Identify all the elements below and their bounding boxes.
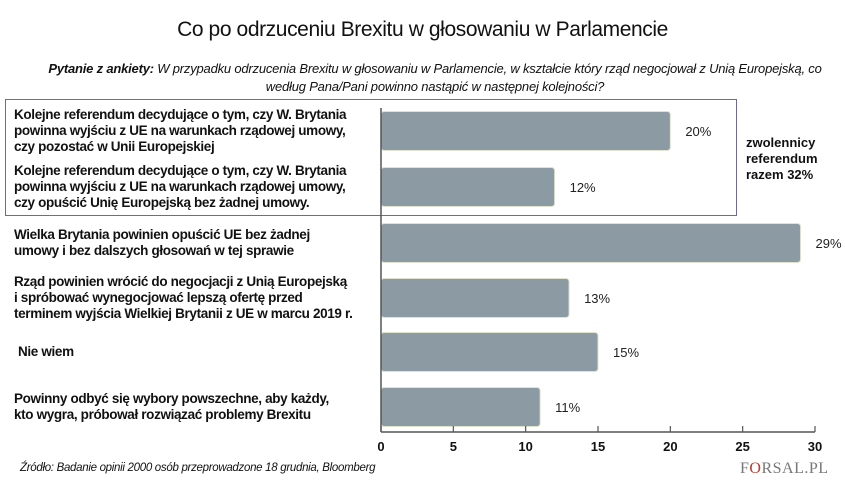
category-label-line: Powinny odbyć się wybory powszechne, aby… (14, 391, 329, 406)
category-label-line: Rząd powinien wrócić do negocjacji z Uni… (14, 274, 347, 289)
category-label: Rząd powinien wrócić do negocjacji z Uni… (14, 274, 384, 322)
referendum-highlight-box (5, 99, 737, 216)
bar (380, 223, 802, 263)
chart-title: Co po odrzuceniu Brexitu w głosowaniu w … (177, 18, 668, 41)
category-label-line: i spróbować wynegocjować lepszą ofertę p… (14, 290, 303, 305)
annotation-line: razem 32% (746, 167, 814, 182)
x-tick-label: 5 (450, 439, 457, 454)
category-label-line: terminem wyjścia Wielkiej Brytanii z UE … (14, 306, 353, 321)
category-label-line: umowy i bez dalszych głosowań w tej spra… (14, 243, 294, 258)
bar (380, 387, 541, 427)
chart-subtitle: Pytanie z ankiety: W przypadku odrzuceni… (40, 60, 830, 96)
source-note: Źródło: Badanie opinii 2000 osób przepro… (20, 462, 376, 474)
category-label-line: powinna wyjściu z UE na warunkach rządow… (14, 123, 346, 138)
category-label-line: powinna wyjściu z UE na warunkach rządow… (14, 179, 346, 194)
x-tick-label: 15 (591, 439, 605, 454)
category-label: Kolejne referendum decydujące o tym, czy… (14, 107, 384, 155)
category-label: Kolejne referendum decydujące o tym, czy… (14, 163, 384, 211)
subtitle-label: Pytanie z ankiety: (48, 61, 154, 76)
category-label-line: czy opuścić Unię Europejską bez żadnej u… (14, 195, 310, 210)
bar (380, 167, 556, 207)
data-label: 13% (584, 291, 610, 306)
x-tick-label: 25 (735, 439, 749, 454)
forsal-logo: FORSAL.PL (740, 460, 829, 477)
category-label: Nie wiem (18, 344, 388, 360)
data-label: 11% (555, 400, 580, 415)
bar (380, 111, 671, 151)
category-label-line: Kolejne referendum decydujące o tym, czy… (14, 107, 347, 122)
category-label: Wielka Brytania powinien opuścić UE bez … (14, 227, 384, 259)
x-tick-label: 10 (518, 439, 532, 454)
subtitle-text: W przypadku odrzucenia Brexitu w głosowa… (157, 61, 822, 94)
data-label: 29% (816, 236, 842, 251)
category-label-line: kto wygra, próbował rozwiązać problemy B… (14, 407, 311, 422)
category-label-line: Kolejne referendum decydujące o tym, czy… (14, 163, 347, 178)
referendum-annotation: zwolennicy referendum razem 32% (746, 135, 818, 183)
bar (380, 278, 570, 318)
bar (380, 332, 599, 372)
x-tick-label: 30 (808, 439, 822, 454)
annotation-line: referendum (746, 151, 818, 166)
x-tick-label: 0 (377, 439, 384, 454)
data-label: 15% (613, 345, 639, 360)
annotation-line: zwolennicy (746, 135, 816, 150)
category-label-line: Nie wiem (18, 344, 74, 359)
data-label: 12% (570, 180, 596, 195)
category-label: Powinny odbyć się wybory powszechne, aby… (14, 391, 384, 423)
category-label-line: czy pozostać w Unii Europejskiej (14, 139, 215, 154)
data-label: 20% (685, 124, 711, 139)
x-tick-label: 20 (663, 439, 677, 454)
category-label-line: Wielka Brytania powinien opuścić UE bez … (14, 227, 310, 242)
